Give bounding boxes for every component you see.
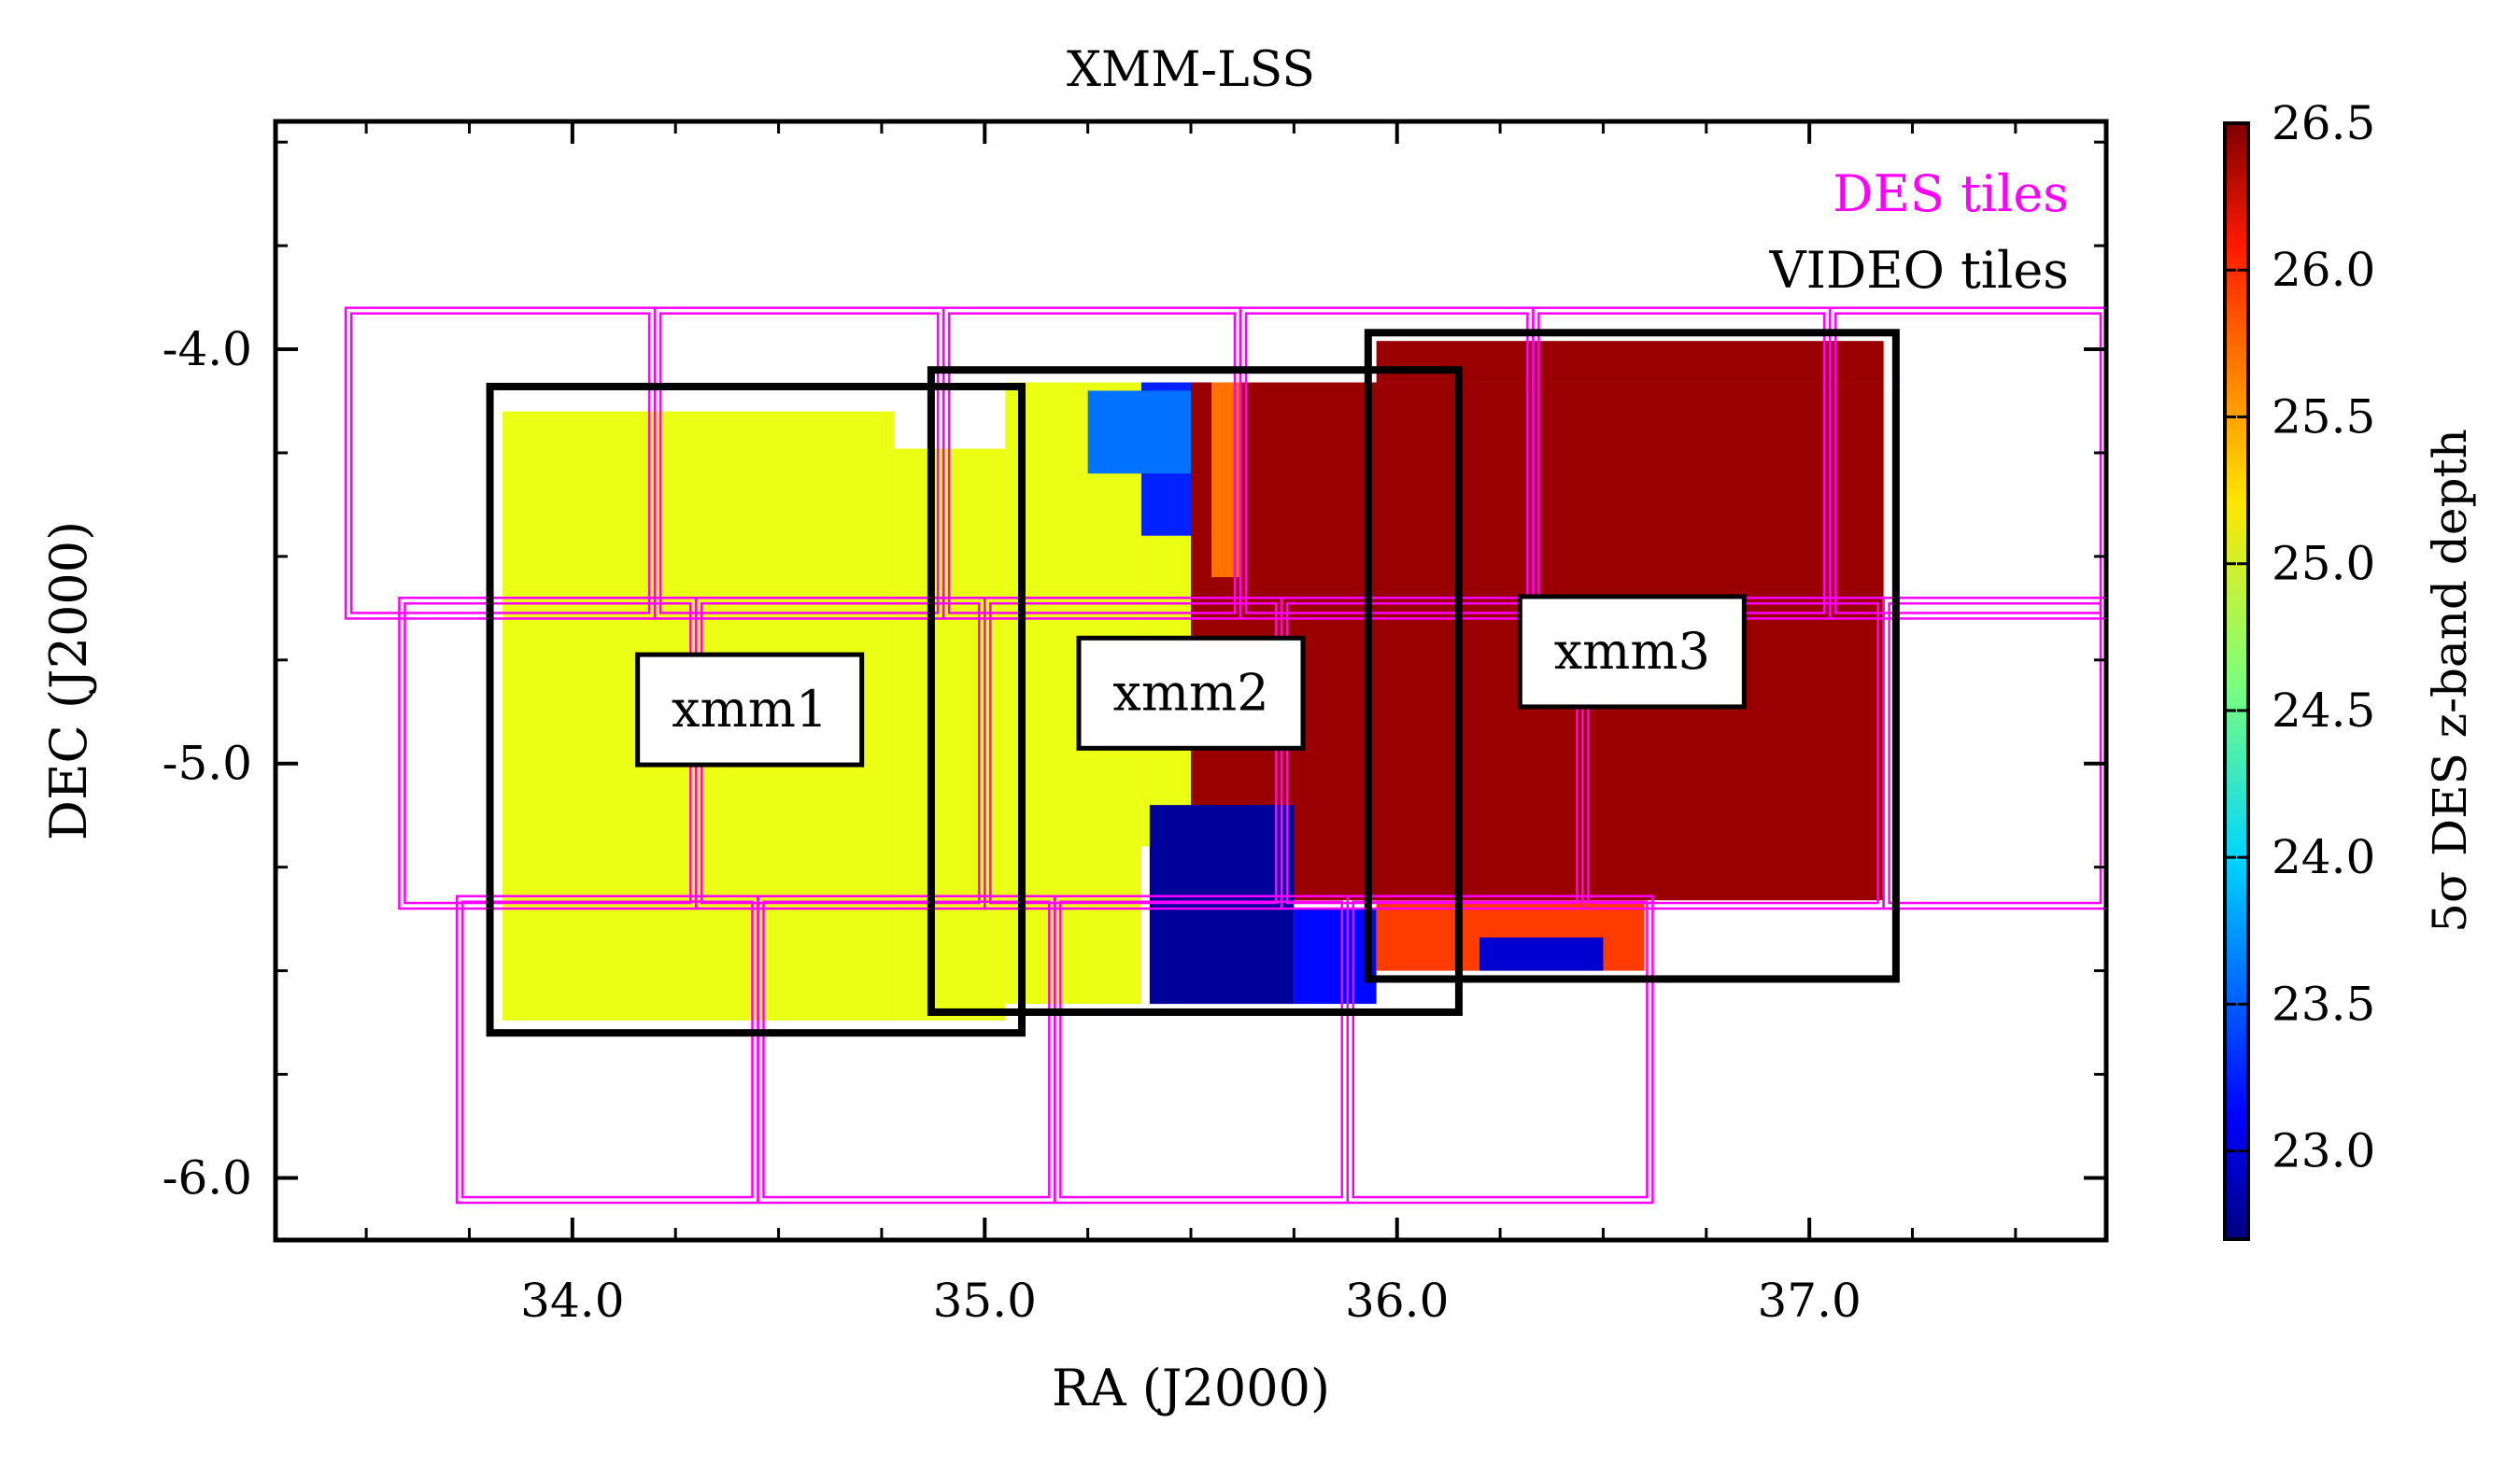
video-label-xmm2: xmm2 <box>1112 663 1268 722</box>
des-tile-11 <box>1882 597 2106 910</box>
des-tiles <box>344 306 2106 1205</box>
colorbar-tick-label-4: 25.0 <box>2272 537 2375 591</box>
depth-region-12 <box>1479 937 1604 971</box>
des-tile-inner-3 <box>1244 312 1529 614</box>
colorbar-tick-label-3: 24.5 <box>2272 684 2375 738</box>
des-tile-inner-13 <box>762 900 1051 1199</box>
legend-video-tiles: VIDEO tiles <box>1769 241 2069 300</box>
des-tile-inner-2 <box>947 312 1237 614</box>
video-tile-xmm3 <box>1364 329 1900 983</box>
video-tiles: xmm1 xmm2 xmm3 <box>486 329 1900 1037</box>
colorbar-label-text: 5σ DES z-band depth <box>2423 429 2477 933</box>
depth-region-7 <box>1376 341 1884 383</box>
depth-region-5 <box>1087 390 1191 474</box>
y-tick-label-0: -4.0 <box>163 322 252 376</box>
video-tile-xmm1 <box>486 382 1026 1037</box>
des-tile-inner-8 <box>989 602 1278 905</box>
des-tile-inner-14 <box>1059 900 1343 1199</box>
des-tile-inner-11 <box>1888 602 2102 905</box>
x-tick-label-3: 37.0 <box>1757 1274 1861 1328</box>
y-tick-label-2: -6.0 <box>163 1150 252 1205</box>
colorbar: 23.0 23.5 24.0 24.5 25.0 25.5 26.0 26.5 5σ DES … <box>2223 96 2477 1241</box>
colorbar-tick-label-1: 23.5 <box>2272 977 2375 1031</box>
x-axis-ticks: 34.0 35.0 36.0 37.0 <box>364 121 2017 1328</box>
x-tick-label-0: 34.0 <box>520 1274 624 1328</box>
y-tick-label-1: -5.0 <box>163 737 252 791</box>
des-tile-inner-1 <box>658 312 940 614</box>
des-tile-inner-5 <box>1833 312 2102 614</box>
y-axis-ticks: -4.0 -5.0 -6.0 <box>163 140 2106 1205</box>
colorbar-gradient <box>2223 121 2250 1241</box>
legend: DES tiles VIDEO tiles <box>1769 164 2069 300</box>
depth-regions <box>502 341 1884 1021</box>
depth-region-9 <box>1294 909 1377 1005</box>
video-label-box-xmm2 <box>1076 635 1306 751</box>
des-tile-inner-9 <box>1285 602 1579 905</box>
des-tile-15 <box>1346 895 1654 1205</box>
legend-des-tiles: DES tiles <box>1833 164 2069 223</box>
y-axis-label: DEC (J2000) <box>39 521 98 840</box>
colorbar-label: 5σ DES z-band depth <box>2423 429 2477 933</box>
depth-region-10 <box>1211 382 1240 578</box>
des-tile-inner-0 <box>349 312 651 614</box>
des-tile-5 <box>1828 306 2106 620</box>
video-label-xmm3: xmm3 <box>1554 622 1710 681</box>
chart-title: XMM-LSS <box>1067 42 1315 98</box>
x-tick-label-1: 35.0 <box>933 1274 1037 1328</box>
depth-region-8 <box>1149 805 1295 1005</box>
colorbar-tick-label-2: 24.0 <box>2272 830 2375 884</box>
video-label-box-xmm3 <box>1517 594 1747 710</box>
video-tile-xmm2 <box>927 366 1463 1016</box>
x-tick-label-2: 36.0 <box>1345 1274 1449 1328</box>
video-label-box-xmm1 <box>635 652 865 768</box>
video-label-xmm1: xmm1 <box>672 680 828 739</box>
x-axis-label: RA (J2000) <box>1052 1359 1330 1417</box>
colorbar-ticks: 23.0 23.5 24.0 24.5 25.0 25.5 26.0 26.5 <box>2225 96 2375 1178</box>
des-tile-inner-12 <box>460 900 754 1199</box>
colorbar-tick-label-0: 23.0 <box>2272 1124 2375 1178</box>
colorbar-tick-label-7: 26.5 <box>2272 96 2375 150</box>
colorbar-tick-label-6: 26.0 <box>2272 243 2375 297</box>
des-tile-inner-15 <box>1352 900 1649 1199</box>
colorbar-tick-label-5: 25.5 <box>2272 389 2375 444</box>
